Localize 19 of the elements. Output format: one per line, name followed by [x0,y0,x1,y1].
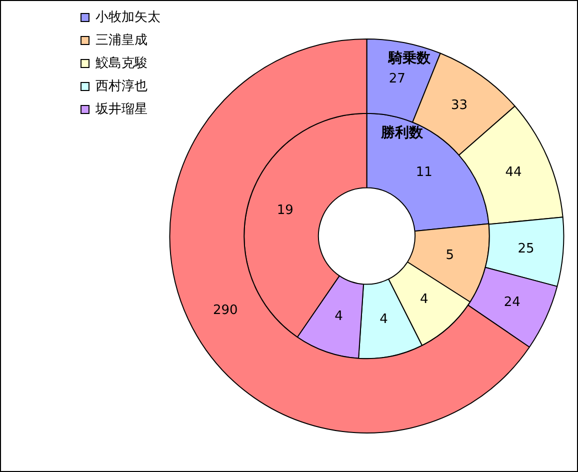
data-label: 25 [518,241,534,256]
slice-label: 勝利数 [380,124,424,141]
data-label: 24 [504,294,520,310]
data-label: 290 [213,302,238,318]
data-label: 44 [505,164,522,180]
data-label: 33 [450,98,468,114]
data-label: 11 [416,164,432,180]
slice-label: 騎乗数 [387,50,432,67]
legend-label: 三浦皇成 [96,32,148,48]
data-label: 19 [276,203,294,218]
legend-label: 小牧加矢太 [96,10,160,25]
data-label: 5 [446,248,454,264]
data-label: 4 [420,292,428,307]
legend-label: 坂井瑠星 [94,102,148,117]
data-label: 4 [334,309,343,324]
data-label: 27 [388,71,406,86]
legend-label: 鮫島克駿 [96,56,148,71]
legend-label: 西村淳也 [96,78,148,94]
data-label: 4 [380,312,388,328]
